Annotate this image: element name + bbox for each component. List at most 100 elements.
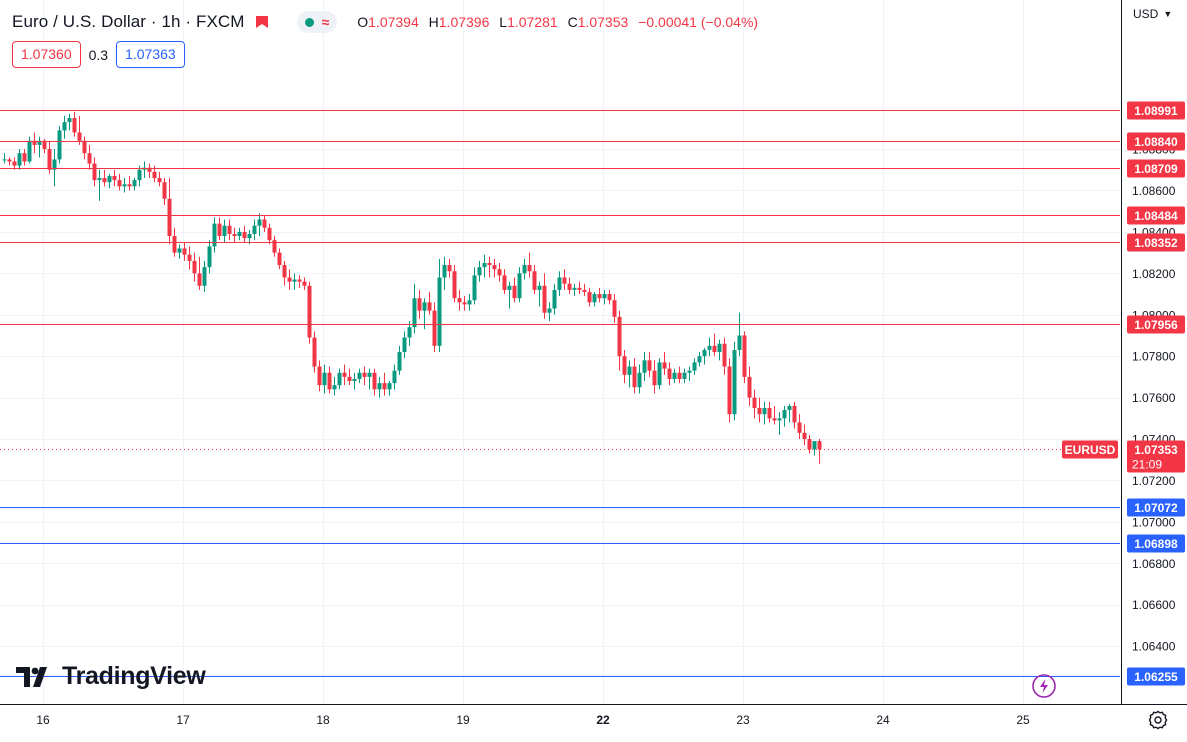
ohlc-high: H1.07396	[428, 14, 490, 30]
candle-body	[267, 227, 272, 241]
price-axis[interactable]: 1.088001.086001.084001.082001.080001.078…	[1121, 0, 1176, 704]
candle-body	[12, 161, 17, 166]
candle-body	[807, 439, 812, 450]
candle-body	[622, 356, 627, 375]
candle-body	[92, 163, 97, 181]
candle-body	[727, 366, 732, 415]
candle-body	[17, 153, 22, 166]
countdown-label: 21:09	[1132, 458, 1162, 472]
time-tick-label: 24	[876, 713, 890, 727]
candle-body	[347, 376, 352, 382]
candle-body	[117, 180, 122, 187]
time-tick-label: 16	[36, 713, 50, 727]
logo-text: TradingView	[62, 662, 206, 690]
currency-selector[interactable]: USD ▼	[1133, 7, 1172, 21]
candle-body	[377, 383, 382, 390]
candle-body	[147, 167, 152, 172]
candle-body	[352, 378, 357, 382]
level-label-bg	[1127, 534, 1185, 553]
candle-body	[787, 405, 792, 411]
candle-body	[472, 275, 477, 301]
candle-body	[722, 343, 727, 367]
symbol-title[interactable]: Euro / U.S. Dollar · 1h · FXCM	[12, 12, 245, 31]
level-label: 1.07072	[1134, 501, 1178, 515]
candle-body	[222, 225, 227, 237]
candle-body	[637, 372, 642, 388]
candle-body	[767, 407, 772, 419]
time-tick-label: 22	[596, 713, 610, 727]
candle-body	[567, 283, 572, 290]
time-axis[interactable]: 16 17 18 19 22 23 24 25	[0, 704, 1187, 728]
candle-body	[67, 117, 72, 123]
candle-body	[792, 405, 797, 423]
sell-price-button[interactable]: 1.07360	[12, 41, 81, 68]
price-tick-label: 1.06800	[1132, 557, 1176, 571]
market-status-pill[interactable]: ≈	[296, 11, 338, 33]
level-label-bg	[1127, 101, 1185, 120]
candle-body	[692, 362, 697, 371]
wave-icon: ≈	[321, 14, 330, 30]
candle-body	[422, 302, 427, 311]
candle-body	[587, 291, 592, 303]
tradingview-logo[interactable]: TradingView	[16, 662, 206, 691]
candle-body	[427, 302, 432, 311]
spread-value: 0.3	[88, 46, 109, 63]
level-label-bg	[1127, 233, 1185, 252]
candle-body	[547, 308, 552, 313]
candle-body	[672, 372, 677, 379]
candle-body	[187, 254, 192, 261]
candle-body	[7, 159, 12, 162]
lightning-icon[interactable]	[1032, 674, 1056, 698]
candle-body	[482, 262, 487, 268]
last-price-label-bg	[1127, 440, 1185, 473]
chart-header: Euro / U.S. Dollar · 1h · FXCM ≈ O1.0739…	[12, 8, 764, 36]
level-label: 1.06255	[1134, 670, 1178, 684]
candles	[2, 111, 822, 464]
buy-price-button[interactable]: 1.07363	[116, 41, 185, 68]
candle-body	[777, 418, 782, 421]
candle-body	[227, 225, 232, 234]
candle-body	[162, 182, 167, 199]
candle-body	[97, 178, 102, 181]
candle-body	[467, 300, 472, 305]
candle-body	[252, 225, 257, 234]
candle-body	[662, 362, 667, 369]
candle-body	[157, 178, 162, 183]
flag-icon[interactable]	[255, 15, 269, 29]
level-label: 1.08991	[1134, 104, 1178, 118]
candle-body	[307, 285, 312, 338]
level-label: 1.06898	[1134, 537, 1178, 551]
candle-body	[137, 169, 142, 181]
candle-body	[407, 327, 412, 338]
candle-body	[127, 184, 132, 187]
candle-body	[87, 153, 92, 164]
candle-body	[562, 277, 567, 284]
candle-body	[292, 279, 297, 282]
candle-body	[152, 171, 157, 179]
candle-body	[602, 294, 607, 299]
candle-body	[72, 117, 77, 133]
candle-body	[642, 360, 647, 373]
candle-body	[397, 352, 402, 371]
candle-body	[392, 370, 397, 384]
candle-body	[37, 140, 42, 145]
price-tick-label: 1.07600	[1132, 391, 1176, 405]
settings-icon[interactable]	[1148, 710, 1168, 730]
candle-body	[122, 184, 127, 187]
candle-body	[297, 279, 302, 282]
candle-body	[47, 149, 52, 170]
time-tick-label: 17	[176, 713, 190, 727]
candle-body	[412, 298, 417, 328]
candle-body	[592, 294, 597, 303]
price-tick-label: 1.08600	[1132, 184, 1176, 198]
market-open-icon	[304, 17, 314, 27]
candle-body	[632, 366, 637, 388]
candle-body	[757, 407, 762, 415]
candle-body	[112, 175, 117, 181]
chart-grid	[0, 0, 1120, 704]
candle-body	[477, 267, 482, 276]
candle-body	[537, 285, 542, 290]
candle-body	[22, 153, 27, 162]
candle-body	[687, 370, 692, 373]
